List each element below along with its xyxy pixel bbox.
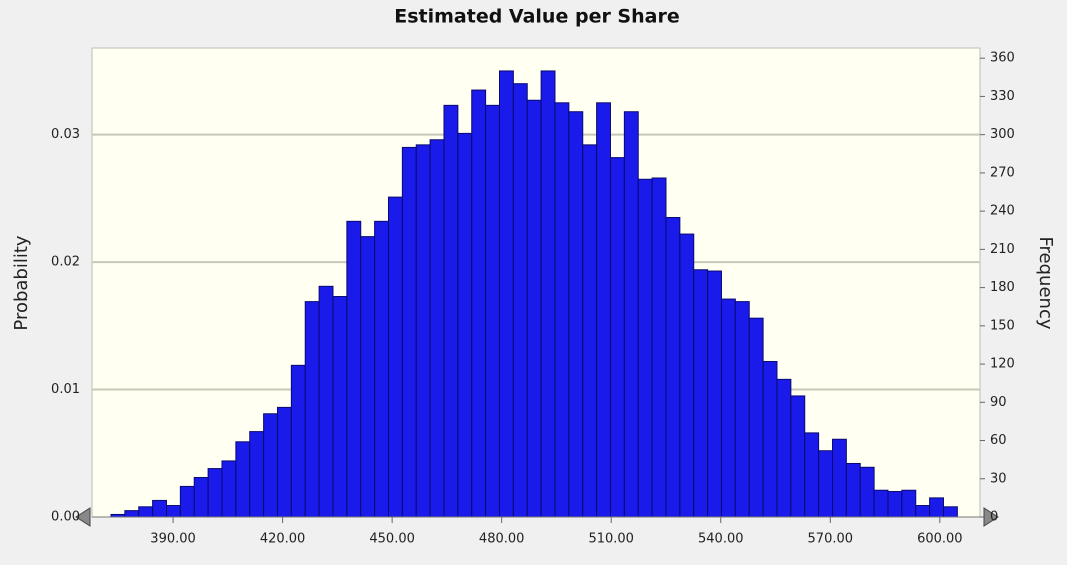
bar bbox=[804, 432, 820, 518]
bar bbox=[207, 468, 223, 518]
bar bbox=[693, 269, 709, 518]
bar bbox=[221, 460, 237, 518]
bar bbox=[720, 298, 736, 518]
bar bbox=[790, 395, 806, 518]
bar bbox=[290, 364, 306, 518]
bar bbox=[859, 466, 875, 518]
y2-tick-label: 360 bbox=[990, 51, 1015, 66]
y2-tick-label: 300 bbox=[990, 127, 1015, 142]
y-tick-label: 0.00 bbox=[51, 510, 80, 525]
bar bbox=[415, 144, 431, 518]
bar bbox=[776, 378, 792, 518]
bar bbox=[193, 476, 209, 518]
bar bbox=[374, 220, 389, 518]
bar bbox=[651, 177, 667, 518]
x-tick-label: 390.00 bbox=[150, 532, 196, 547]
bar bbox=[609, 157, 625, 518]
bar bbox=[707, 270, 722, 518]
bar bbox=[332, 296, 348, 518]
y2-tick-label: 120 bbox=[990, 357, 1015, 372]
bar bbox=[318, 285, 334, 518]
bar bbox=[568, 111, 584, 518]
bar bbox=[276, 406, 292, 518]
bar bbox=[443, 104, 459, 518]
bar bbox=[665, 217, 681, 518]
bar bbox=[762, 361, 778, 518]
bar bbox=[623, 111, 639, 518]
y2-tick-label: 0 bbox=[990, 510, 998, 525]
bar bbox=[929, 497, 944, 518]
bar bbox=[429, 139, 445, 518]
bar bbox=[346, 220, 362, 518]
y2-tick-label: 240 bbox=[990, 204, 1015, 219]
bar bbox=[845, 462, 861, 518]
left-marker bbox=[75, 507, 91, 527]
chart-title: Estimated Value per Share bbox=[394, 6, 679, 28]
x-tick-label: 540.00 bbox=[698, 532, 744, 547]
bar bbox=[512, 83, 528, 518]
bar bbox=[457, 132, 473, 518]
x-tick-label: 600.00 bbox=[917, 532, 963, 547]
bar bbox=[734, 301, 750, 518]
bar bbox=[748, 317, 764, 518]
y2-tick-label: 330 bbox=[990, 89, 1015, 104]
bar bbox=[179, 485, 195, 518]
bar bbox=[401, 146, 417, 518]
bar bbox=[138, 506, 154, 518]
y-tick-label: 0.03 bbox=[51, 127, 80, 142]
bar bbox=[818, 450, 833, 518]
bar bbox=[360, 236, 376, 518]
x-tick-label: 480.00 bbox=[479, 532, 525, 547]
bar bbox=[304, 301, 320, 518]
bar bbox=[526, 99, 542, 518]
bar bbox=[263, 413, 278, 518]
bar bbox=[124, 510, 140, 518]
y2-tick-label: 90 bbox=[990, 395, 1007, 410]
bar bbox=[679, 233, 695, 518]
bar bbox=[887, 491, 903, 518]
bar bbox=[942, 506, 958, 518]
y2-tick-label: 270 bbox=[990, 165, 1015, 180]
x-tick-label: 420.00 bbox=[260, 532, 306, 547]
bar bbox=[596, 102, 611, 518]
y2-tick-label: 60 bbox=[990, 433, 1007, 448]
bar bbox=[235, 441, 251, 518]
y-axis-label: Probability bbox=[11, 235, 32, 330]
bar bbox=[915, 505, 931, 518]
y2-tick-label: 150 bbox=[990, 318, 1015, 333]
y2-tick-label: 210 bbox=[990, 242, 1015, 257]
y2-axis-label: Frequency bbox=[1035, 237, 1056, 330]
bar bbox=[387, 196, 403, 518]
bar bbox=[152, 499, 167, 518]
bar bbox=[471, 89, 487, 518]
x-tick-label: 450.00 bbox=[369, 532, 415, 547]
x-tick-label: 570.00 bbox=[808, 532, 854, 547]
bar bbox=[540, 70, 556, 518]
bar bbox=[165, 505, 181, 518]
y-tick-label: 0.02 bbox=[51, 255, 80, 270]
bar bbox=[637, 178, 653, 518]
bar bbox=[554, 102, 570, 518]
bar bbox=[831, 438, 847, 518]
bar bbox=[485, 104, 500, 518]
y-tick-label: 0.01 bbox=[51, 382, 80, 397]
y2-tick-label: 180 bbox=[990, 280, 1015, 295]
bar bbox=[498, 70, 514, 518]
bar bbox=[582, 144, 598, 518]
bar bbox=[873, 489, 889, 518]
x-tick-label: 510.00 bbox=[588, 532, 634, 547]
y2-tick-label: 30 bbox=[990, 471, 1007, 486]
bar bbox=[901, 489, 917, 518]
bar bbox=[249, 431, 265, 518]
